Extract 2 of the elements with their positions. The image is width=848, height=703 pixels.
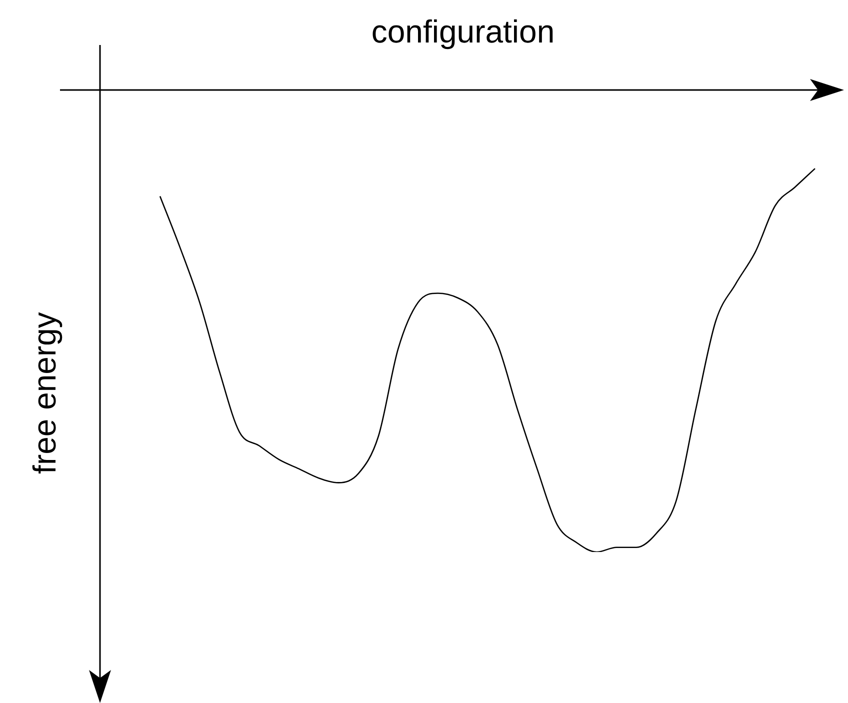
y-axis-title: free energy: [26, 312, 64, 474]
x-axis-title: configuration: [371, 14, 555, 50]
